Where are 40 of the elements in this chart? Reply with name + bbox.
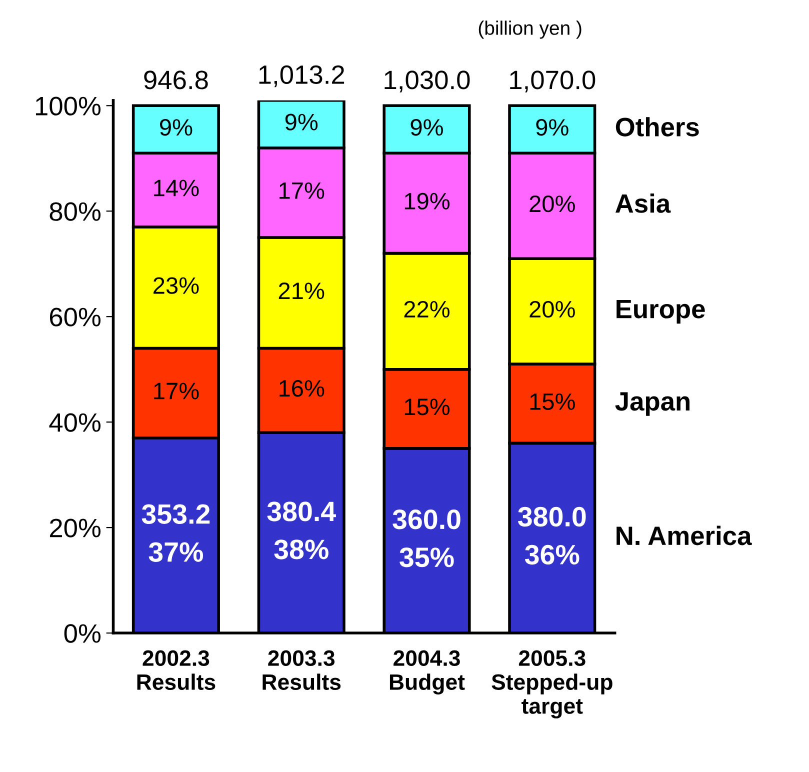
y-tick-label: 80%	[50, 202, 101, 221]
data-label: 14%	[154, 180, 199, 196]
x-tick-label: 2002.3 Results	[137, 650, 216, 690]
data-label: 15%	[404, 398, 450, 416]
data-label: 20%	[530, 300, 575, 318]
y-tick-label: 100%	[36, 96, 101, 116]
data-label: 353.2 37%	[142, 504, 210, 562]
annotation: 1,070.0	[510, 70, 596, 92]
data-label: 380.4 38%	[267, 502, 336, 560]
data-label: 380.0 36%	[518, 506, 586, 565]
x-tick-label: 2003.3 Results	[262, 650, 341, 690]
y-tick-label: 60%	[50, 308, 101, 326]
series-label: Others	[616, 117, 699, 136]
data-label: 21%	[278, 282, 324, 300]
text: (billion yen )	[478, 20, 582, 39]
annotation: 1,013.2	[259, 65, 344, 88]
y-tick-label: 20%	[50, 518, 101, 538]
data-label: 9%	[285, 114, 318, 130]
data-label: 16%	[280, 380, 324, 397]
series-label: Europe	[616, 300, 705, 324]
data-label: 15%	[530, 393, 575, 410]
data-label: 19%	[404, 192, 450, 210]
data-label: 9%	[410, 118, 443, 136]
x-tick-label: 2004.3 Budget	[390, 650, 465, 694]
series-label: Asia	[615, 194, 671, 213]
data-label: 22%	[404, 300, 450, 318]
y-tick-label: 40%	[49, 413, 101, 432]
data-label: 360.0 35%	[392, 510, 460, 568]
data-label: 9%	[536, 118, 568, 136]
x-tick-label: 2005.3 Stepped-up target	[492, 650, 612, 718]
series-label: Japan	[615, 392, 690, 416]
annotation: 1,030.0	[384, 70, 470, 92]
y-tick-label: 0%	[64, 624, 101, 643]
data-label: 9%	[160, 118, 192, 136]
data-label: 20%	[530, 195, 575, 212]
data-label: 23%	[154, 277, 199, 294]
annotation: 946.8	[144, 70, 208, 90]
data-label: 17%	[280, 182, 324, 199]
data-label: 17%	[154, 382, 199, 400]
series-label: N. America	[616, 526, 752, 546]
